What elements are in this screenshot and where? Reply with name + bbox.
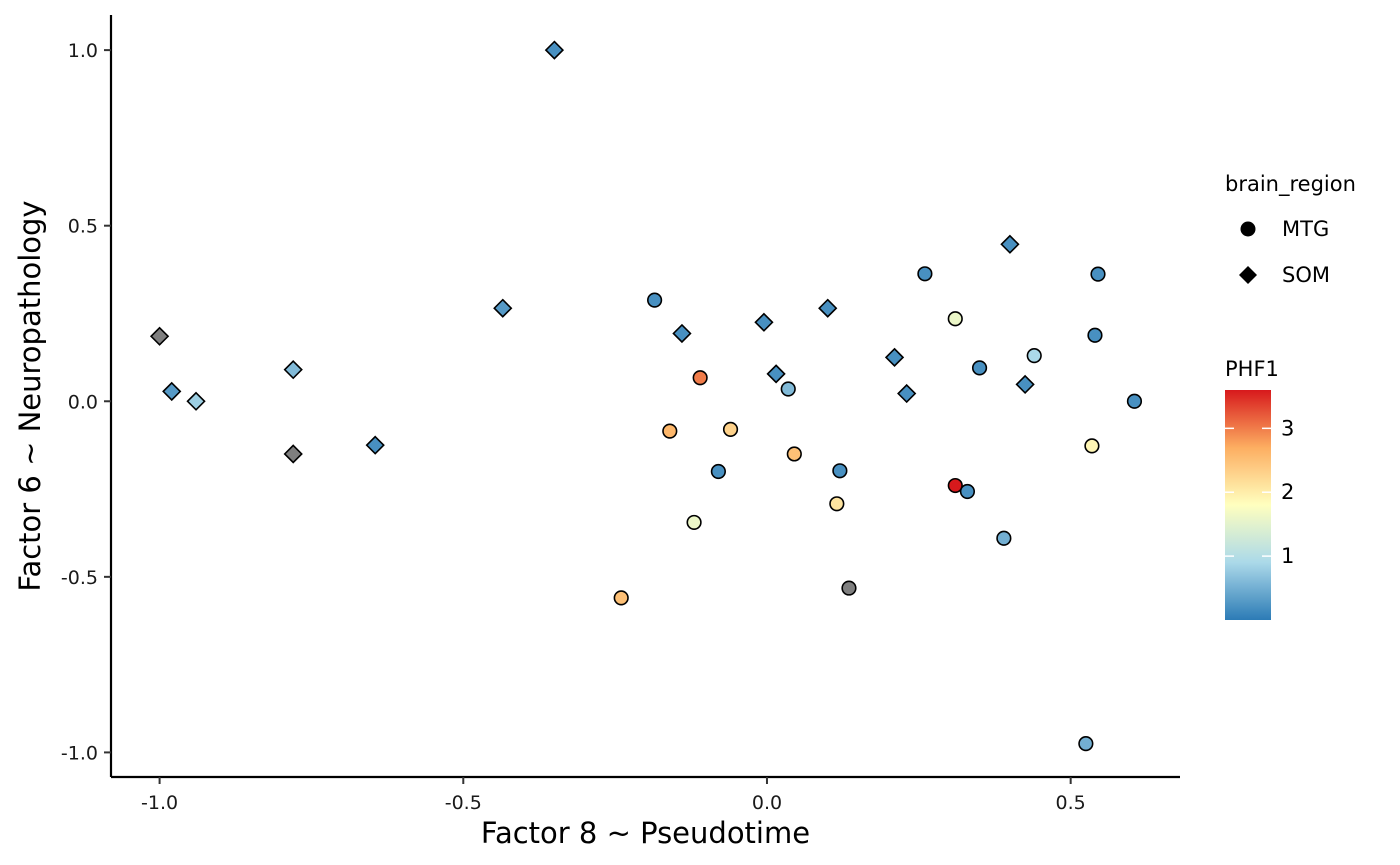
data-point-mtg — [959, 483, 976, 500]
y-tick-label: 0.0 — [68, 391, 98, 413]
y-tick-label: 0.5 — [68, 216, 98, 238]
data-point-mtg — [1087, 327, 1103, 343]
y-tick-label: -0.5 — [61, 567, 98, 589]
data-point-mtg — [832, 463, 848, 479]
data-point-mtg — [686, 514, 702, 531]
x-tick-label: 0.5 — [1056, 792, 1086, 814]
data-point-mtg — [780, 381, 796, 397]
data-point-mtg — [917, 266, 933, 282]
data-point-mtg — [1084, 438, 1100, 454]
data-point-som — [186, 391, 206, 411]
data-point-mtg — [647, 292, 663, 308]
x-tick-label: -0.5 — [445, 792, 482, 814]
data-point-mtg — [947, 477, 963, 494]
legend-diamond-key — [1239, 266, 1257, 284]
color-legend-title: PHF1 — [1225, 357, 1279, 381]
data-point-som — [897, 383, 917, 404]
data-point-mtg — [613, 590, 629, 606]
shape-legend-title: brain_region — [1225, 172, 1356, 197]
data-point-mtg — [996, 530, 1012, 546]
y-axis-ticks: -1.0 -0.5 0.0 0.5 1.0 — [61, 40, 111, 764]
data-point-som — [283, 444, 303, 464]
x-axis-title: Factor 8 ~ Pseudotime — [481, 816, 810, 850]
colorbar-tick-label: 2 — [1281, 480, 1294, 504]
phf1-colorbar — [1225, 390, 1271, 620]
data-point-som — [884, 347, 905, 368]
data-point-som — [149, 326, 170, 346]
colorbar-tick-label: 3 — [1281, 416, 1294, 440]
data-point-som — [283, 360, 303, 380]
data-point-som — [493, 298, 513, 318]
shape-legend-label: MTG — [1282, 217, 1329, 241]
x-tick-label: 0.0 — [752, 792, 782, 814]
x-tick-label: -1.0 — [141, 792, 178, 814]
legend-circle-key — [1240, 221, 1256, 237]
colorbar-tick-label: 1 — [1281, 544, 1294, 568]
y-tick-label: 1.0 — [68, 40, 98, 62]
data-point-mtg — [841, 580, 857, 596]
data-point-mtg — [1026, 348, 1042, 364]
shape-legend: brain_region MTG SOM — [1225, 172, 1356, 287]
y-axis-title: Factor 6 ~ Neuropathology — [13, 200, 47, 591]
color-legend: PHF1 1 2 3 — [1225, 357, 1294, 620]
shape-legend-label: SOM — [1282, 263, 1330, 287]
data-point-mtg — [710, 463, 726, 480]
data-point-som — [754, 312, 774, 332]
data-point-som — [766, 364, 786, 384]
data-point-som — [544, 40, 565, 60]
data-point-som — [365, 435, 385, 455]
data-point-mtg — [662, 423, 678, 439]
data-point-mtg — [1090, 266, 1106, 282]
data-point-som — [1000, 234, 1020, 254]
data-point-som — [162, 381, 182, 402]
data-point-mtg — [1126, 393, 1143, 409]
data-point-mtg — [692, 370, 708, 386]
data-point-som — [818, 298, 838, 318]
data-point-som — [672, 323, 692, 344]
data-point-mtg — [829, 496, 845, 512]
data-point-som — [1015, 374, 1035, 395]
data-point-mtg — [947, 311, 963, 327]
y-tick-label: -1.0 — [61, 742, 98, 764]
data-point-mtg — [1078, 736, 1094, 752]
plot-area — [149, 40, 1143, 752]
data-point-mtg — [722, 421, 739, 437]
data-point-mtg — [971, 360, 988, 376]
x-axis-ticks: -1.0 -0.5 0.0 0.5 — [141, 777, 1086, 814]
data-point-mtg — [786, 446, 802, 462]
